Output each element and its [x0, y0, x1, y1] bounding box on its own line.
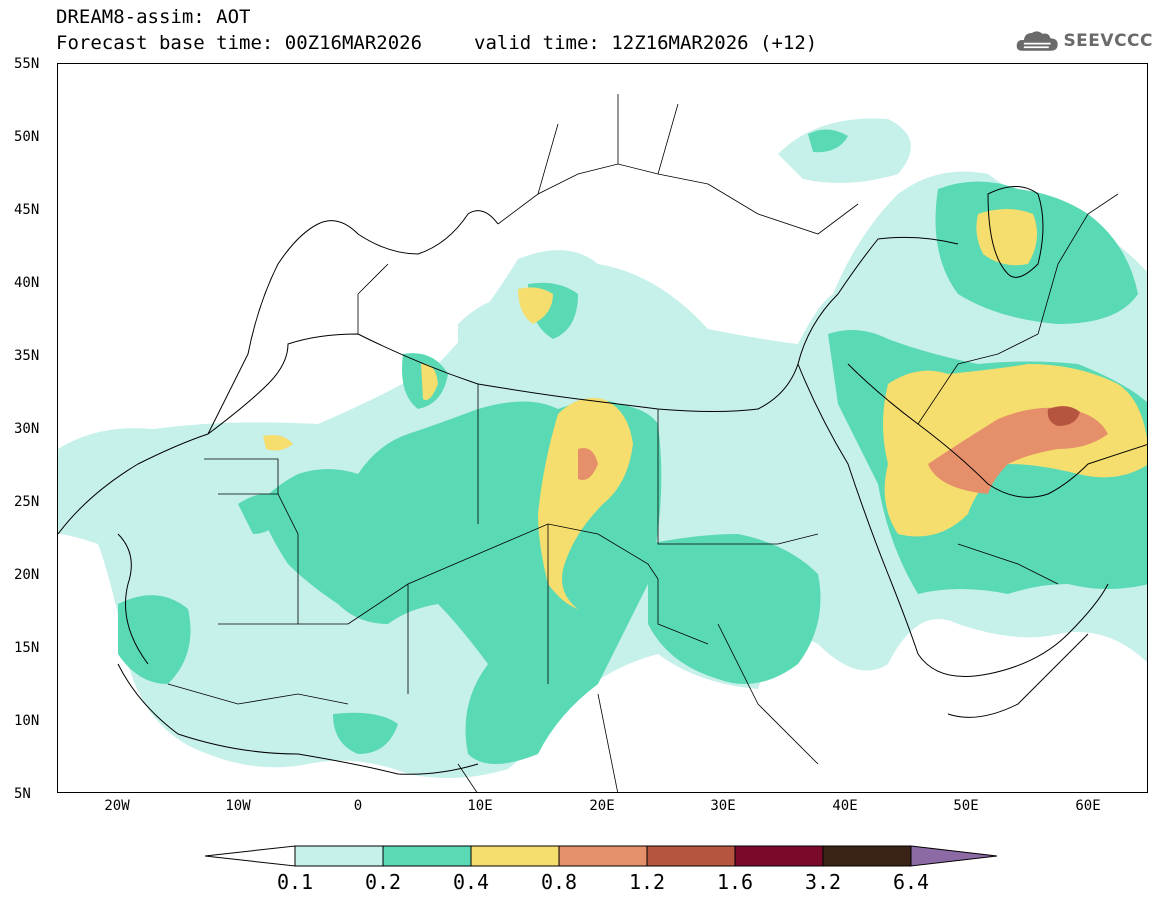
colorbar-label: 0.2 — [364, 870, 402, 894]
coastlines — [58, 186, 1147, 775]
colorbar-swatch — [470, 845, 560, 867]
lon-label: 10E — [467, 798, 493, 814]
valid-time: valid time: 12Z16MAR2026 (+12) — [474, 32, 818, 54]
colorbar-label: 0.4 — [452, 870, 490, 894]
colorbar-label: 0.1 — [276, 870, 314, 894]
colorbar-label: 1.6 — [716, 870, 754, 894]
colorbar-low-arrow — [205, 845, 296, 867]
lon-label: 10W — [225, 798, 251, 814]
lon-label: 0 — [353, 798, 363, 814]
colorbar-label: 3.2 — [804, 870, 842, 894]
aot-layer-extreme — [1047, 406, 1080, 426]
lon-label: 20W — [104, 798, 130, 814]
lat-label: 15N — [14, 640, 40, 656]
aot-layer-veryhigh — [578, 407, 1108, 494]
lat-label: 25N — [14, 494, 40, 510]
colorbar — [205, 845, 998, 867]
colorbar-high-arrow — [910, 845, 998, 867]
lat-label: 35N — [14, 348, 40, 364]
lon-label: 40E — [832, 798, 858, 814]
colorbar-label: 6.4 — [892, 870, 930, 894]
lon-label: 50E — [953, 798, 979, 814]
colorbar-swatch — [382, 845, 472, 867]
map-title: DREAM8-assim: AOT — [56, 6, 251, 28]
cloud-logo-icon — [1016, 31, 1058, 51]
lon-label: 20E — [589, 798, 615, 814]
colorbar-swatch — [646, 845, 736, 867]
colorbar-label: 1.2 — [628, 870, 666, 894]
lat-label: 5N — [14, 786, 31, 802]
base-time: Forecast base time: 00Z16MAR2026 — [56, 32, 423, 54]
lat-label: 20N — [14, 567, 40, 583]
seevccc-logo: SEEVCCC — [1015, 24, 1153, 58]
lat-label: 40N — [14, 275, 40, 291]
time-info: Forecast base time: 00Z16MAR2026 valid ti… — [56, 33, 817, 53]
colorbar-swatch — [294, 845, 384, 867]
colorbar-swatch — [822, 845, 912, 867]
lon-label: 60E — [1075, 798, 1101, 814]
lat-label: 30N — [14, 421, 40, 437]
map-canvas — [58, 94, 1147, 792]
colorbar-label: 0.8 — [540, 870, 578, 894]
lat-label: 50N — [14, 129, 40, 145]
lat-label: 55N — [14, 56, 40, 72]
country-borders — [167, 94, 1119, 792]
colorbar-swatch — [734, 845, 824, 867]
aot-map — [57, 63, 1148, 793]
lat-label: 10N — [14, 713, 40, 729]
logo-text: SEEVCCC — [1063, 31, 1153, 51]
lat-label: 45N — [14, 202, 40, 218]
colorbar-swatch — [558, 845, 648, 867]
lon-label: 30E — [710, 798, 736, 814]
